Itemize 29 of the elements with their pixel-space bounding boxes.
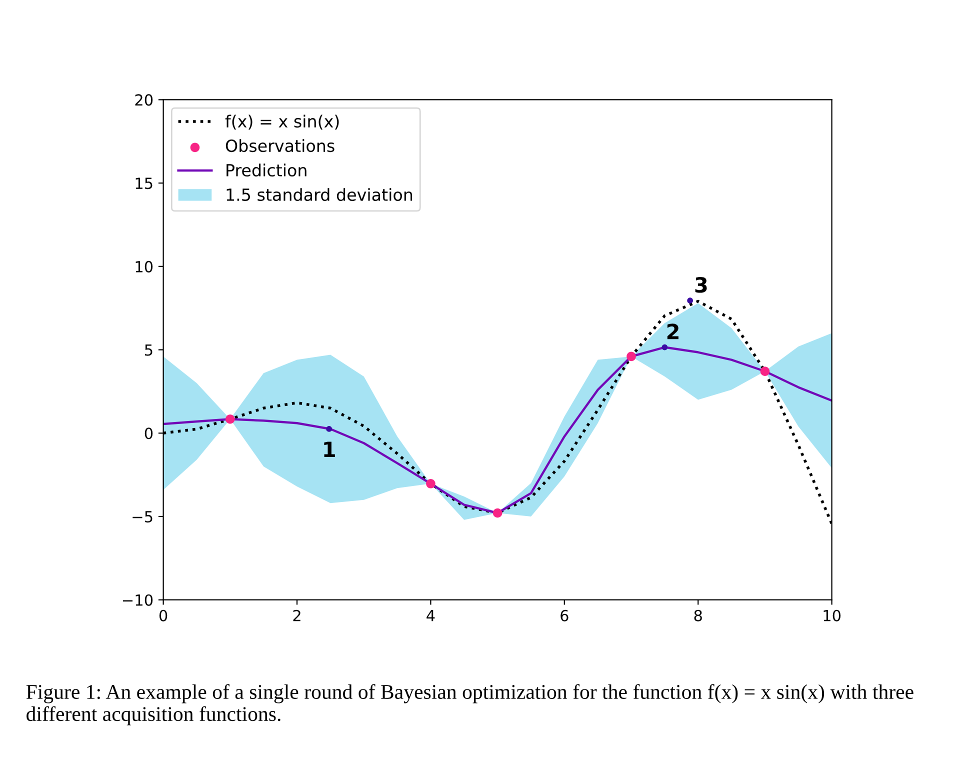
legend-label: Prediction <box>226 164 306 177</box>
caption: Figure 1: An example of a single round of Bayesian optimization for the function f(x) = x sin(x) with three different acquisition functions. <box>26 684 914 726</box>
annotation: 3 <box>695 277 707 293</box>
y-tick-label: 0 <box>144 428 153 440</box>
y-tick-label: 5 <box>145 344 152 356</box>
x-tick-label: 0 <box>159 610 168 622</box>
x-tick-label: 6 <box>560 610 568 622</box>
point <box>760 366 770 376</box>
y-tick-label: −5 <box>132 511 152 523</box>
y-tick-label: 20 <box>135 94 153 106</box>
x-tick-label: 2 <box>293 610 300 622</box>
point <box>662 344 668 350</box>
point <box>426 478 436 488</box>
annotation: 2 <box>667 324 678 340</box>
y-tick-label: 10 <box>136 260 153 272</box>
legend-label: Observations <box>226 139 334 152</box>
point <box>626 352 636 362</box>
point <box>687 298 694 304</box>
x-tick-label: 4 <box>426 610 435 622</box>
point <box>326 426 332 432</box>
point <box>225 414 235 424</box>
y-tick-label: 15 <box>136 178 152 190</box>
annotation: 1.5 standard deviation <box>226 188 412 202</box>
point <box>492 508 502 518</box>
y-tick-label: −10 <box>122 594 153 606</box>
annotation: 1 <box>324 442 335 457</box>
x-tick-label: 10 <box>824 610 841 622</box>
x-tick-label: 8 <box>694 610 702 622</box>
legend-label: f(x) = x sin(x) <box>225 114 339 130</box>
